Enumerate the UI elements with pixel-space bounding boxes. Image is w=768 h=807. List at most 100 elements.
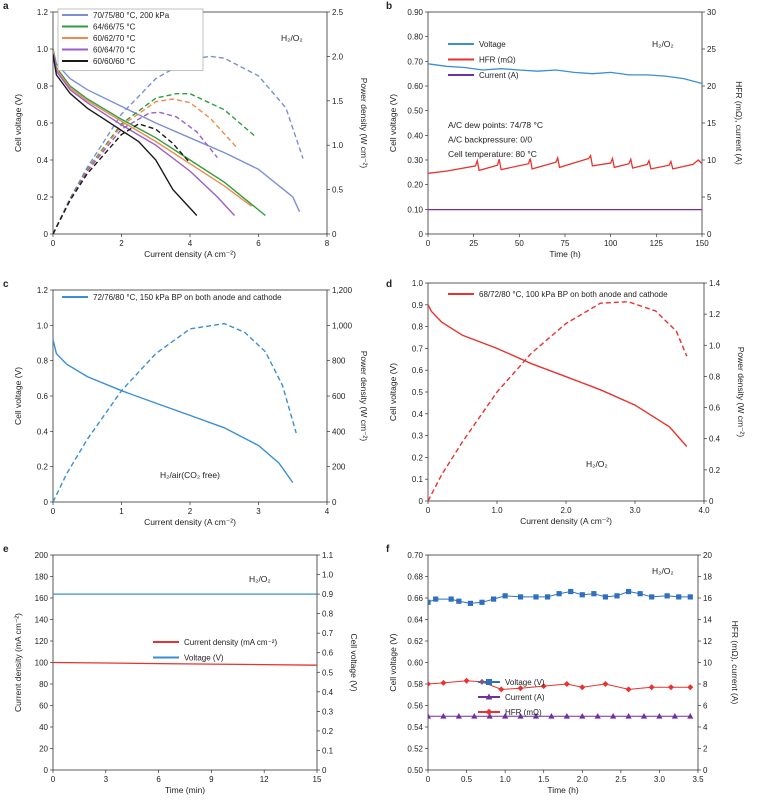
y2-tick-label: 200 [332, 463, 346, 472]
y-tick-label: 0.52 [407, 745, 423, 754]
y2-tick-label: 10 [703, 659, 712, 668]
x-tick-label: 3.5 [692, 775, 704, 784]
legend-entry: 60/64/70 °C [62, 46, 136, 55]
legend-entry: HFR (mΩ) [478, 708, 542, 717]
y2-tick-label: 0.2 [709, 466, 721, 475]
x-tick-label: 75 [561, 239, 570, 248]
legend-label: 64/66/75 °C [93, 23, 136, 32]
x-tick-label: 0 [51, 775, 56, 784]
y-tick-label: 0.20 [407, 181, 423, 190]
data-point-square [502, 593, 508, 599]
y2-tick-label: 0.8 [322, 610, 334, 619]
y-tick-label: 0.70 [407, 57, 423, 66]
data-point-diamond [668, 684, 674, 691]
legend-entry: 60/62/70 °C [62, 34, 136, 43]
data-point-square [664, 593, 670, 599]
data-point-triangle [687, 713, 694, 719]
data-point-triangle [486, 713, 493, 719]
y2-tick-label: 2 [703, 745, 708, 754]
x-tick-label: 2 [119, 239, 124, 248]
data-point-triangle [428, 713, 432, 719]
data-point-square [467, 600, 474, 606]
condition-text: A/C backpressure: 0/0 [448, 135, 532, 145]
data-point-square [687, 594, 693, 600]
chart-annotation: H₂/air(CO₂ free) [160, 470, 220, 480]
x-tick-label: 1.0 [491, 506, 503, 515]
y-tick-label: 0.4 [412, 410, 424, 419]
legend-marker [485, 708, 493, 716]
y2-axis-label: HFR (mΩ), current (A) [734, 81, 744, 165]
y-tick-label: 0.5 [412, 388, 424, 397]
y-tick-label: 200 [35, 551, 49, 560]
data-point-triangle [455, 713, 462, 719]
x-tick-label: 0 [51, 507, 56, 516]
y-tick-label: 0 [44, 498, 49, 507]
legend-label: Current (A) [505, 693, 545, 702]
series-power-line [53, 111, 218, 234]
y-axis-label: Cell voltage (V) [388, 363, 398, 421]
y-tick-label: 0.56 [407, 702, 423, 711]
data-point-triangle [579, 713, 586, 719]
legend-label: 70/75/80 °C, 200 kPa [93, 11, 170, 20]
data-point-square [579, 592, 585, 598]
y2-tick-label: 0.3 [322, 707, 334, 716]
y-tick-label: 0.54 [407, 723, 423, 732]
legend-marker [485, 693, 493, 700]
y2-tick-label: 0.1 [322, 746, 334, 755]
y-tick-label: 0.62 [407, 637, 423, 646]
chart-panel-e: e0 3 6 9 12 1502040608010012014016018020000.1… [3, 544, 359, 795]
legend-entry: 64/66/75 °C [62, 23, 136, 32]
data-point-diamond [428, 681, 431, 687]
x-tick-label: 3.0 [654, 775, 666, 784]
y-tick-label: 0.60 [407, 659, 423, 668]
data-point-triangle [532, 713, 540, 719]
legend-label: Voltage (V) [505, 678, 545, 687]
plot-area [53, 593, 317, 666]
data-point-square [591, 591, 597, 597]
data-point-square [428, 599, 431, 605]
y2-tick-label: 1.4 [709, 279, 721, 288]
x-tick-label: 50 [515, 239, 524, 248]
data-point-square [533, 594, 539, 600]
x-tick-label: 0.5 [461, 775, 473, 784]
panel-label-e: e [3, 544, 9, 555]
y-tick-label: 1.2 [37, 8, 49, 17]
x-tick-label: 2.0 [560, 506, 572, 515]
x-tick-label: 1.0 [500, 775, 512, 784]
y-tick-label: 0.50 [407, 766, 423, 775]
x-axis-label: Current density (A cm⁻²) [144, 517, 236, 527]
condition-text: Cell temperature: 80 °C [448, 149, 537, 159]
chart-annotation: H₂/O₂ [652, 39, 674, 49]
legend-marker [486, 679, 492, 685]
x-tick-label: 12 [260, 775, 269, 784]
y2-tick-label: 16 [703, 594, 712, 603]
series-power-line [53, 98, 239, 234]
legend-label: 72/76/80 °C, 150 kPa BP on both anode an… [93, 293, 282, 302]
x-tick-label: 8 [325, 239, 330, 248]
chart-annotation: H₂/O₂ [586, 459, 608, 469]
legend-label: HFR (mΩ) [479, 56, 516, 65]
y2-axis-label: Cell voltage (V) [349, 633, 359, 691]
y-axis-label: Cell voltage (V) [388, 633, 398, 691]
plot-area [428, 300, 688, 501]
y-tick-label: 0.9 [412, 301, 424, 310]
y-axis-label: Current density (mA cm⁻²) [13, 613, 23, 712]
data-point-diamond [463, 677, 470, 684]
x-axis-label: Time (h) [547, 785, 578, 795]
series-voltage-line [53, 48, 266, 217]
data-point-square [479, 599, 485, 605]
x-tick-label: 3 [256, 507, 261, 516]
chart-panel-c: c0 1 2 3 400.20.40.60.81.01.202004006008001,… [3, 279, 369, 527]
x-tick-label: 2 [188, 507, 193, 516]
legend-entry: Voltage (V) [153, 654, 224, 663]
data-point-triangle [471, 713, 478, 719]
y-tick-label: 0.2 [37, 193, 49, 202]
y2-tick-label: 1,000 [332, 321, 353, 330]
data-point-diamond [687, 684, 694, 691]
y-tick-label: 0 [44, 230, 49, 239]
y2-tick-label: 0.6 [709, 404, 721, 413]
data-point-square [433, 596, 439, 602]
y-tick-label: 0.64 [407, 616, 423, 625]
y-tick-label: 160 [35, 594, 49, 603]
condition-text: A/C dew points: 74/78 °C [448, 120, 543, 130]
